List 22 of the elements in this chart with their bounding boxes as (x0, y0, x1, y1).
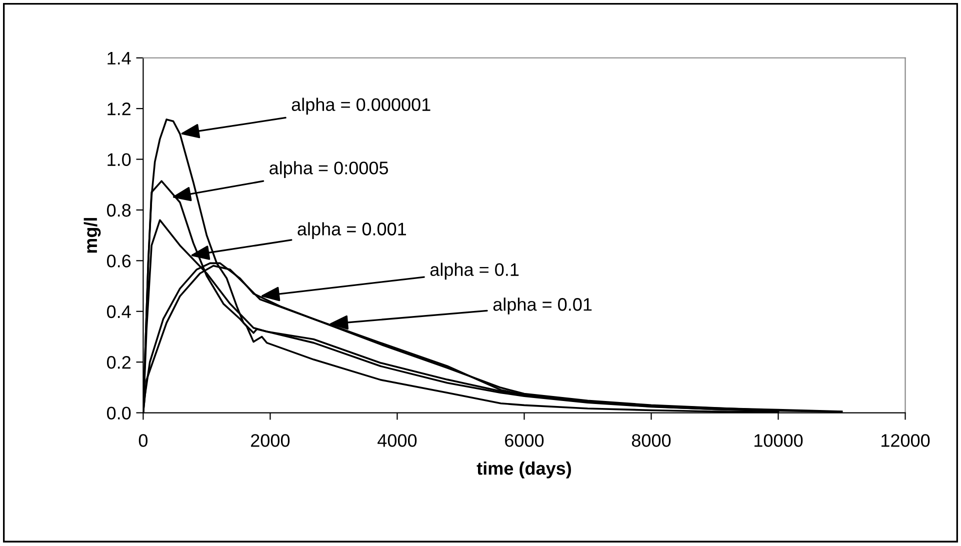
annotation: alpha = 0.001 (298, 222, 406, 240)
x-tick-label: 0 (138, 434, 148, 447)
y-tick-label: 0.6 (106, 254, 131, 268)
y-axis-title: mg/l (84, 218, 101, 253)
y-tick-label: 1.4 (108, 52, 131, 64)
x-tick-label: 4000 (378, 434, 417, 447)
annotation: alpha = 0.01 (493, 298, 592, 314)
x-tick-label: 12000 (882, 434, 930, 447)
y-tick-label: 0.8 (106, 204, 131, 217)
x-tick-label: 6000 (505, 434, 544, 447)
x-tick-label: 2000 (251, 434, 290, 447)
x-tick-label: 10000 (754, 434, 803, 447)
y-tick-label: 0.4 (106, 305, 131, 318)
y-tick-label: 1.0 (108, 153, 131, 166)
annotation: alpha = 0.1 (430, 262, 519, 280)
x-tick-label: 8000 (632, 434, 671, 447)
x-axis-title: time (days) (476, 462, 571, 478)
y-tick-label: 1.2 (108, 102, 130, 116)
annotation: alpha = 0:0005 (270, 161, 388, 178)
y-tick-label: 0.2 (106, 356, 130, 369)
annotation: alpha = 0.000001 (292, 98, 430, 115)
y-tick-label: 0.0 (106, 406, 131, 420)
